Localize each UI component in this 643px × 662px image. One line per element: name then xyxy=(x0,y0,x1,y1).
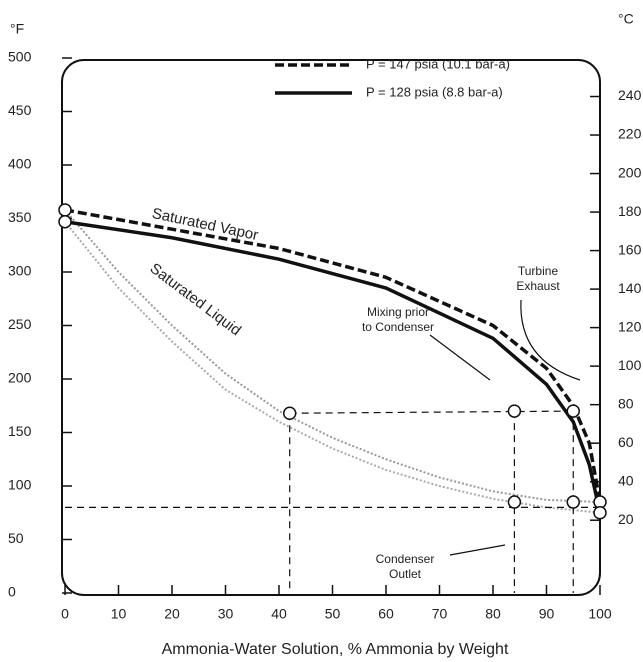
y-tick-label: 200 xyxy=(8,370,32,386)
annotation: Condenser xyxy=(376,552,435,566)
leader-arrow xyxy=(520,299,581,381)
x-tick-label: 20 xyxy=(164,606,180,622)
x-tick-label: 10 xyxy=(111,606,127,622)
y-tick-label: 300 xyxy=(8,263,32,279)
x-tick-label: 90 xyxy=(539,606,555,622)
y2-tick-label: 40 xyxy=(618,472,634,488)
y-tick-label: 450 xyxy=(8,102,32,118)
x-tick-label: 60 xyxy=(378,606,394,622)
y-tick-label: 250 xyxy=(8,316,32,332)
y-tick-label: 400 xyxy=(8,156,32,172)
y-tick-label: 50 xyxy=(8,530,24,546)
y-tick-label: 100 xyxy=(8,477,32,493)
y2-tick-label: 80 xyxy=(618,395,634,411)
y2-tick-label: 120 xyxy=(618,318,642,334)
state-point xyxy=(566,404,580,418)
legend-label: P = 128 psia (8.8 bar-a) xyxy=(366,84,503,99)
y-tick-label: 500 xyxy=(8,49,32,65)
leader-arrow xyxy=(429,334,491,381)
y2-tick-label: 180 xyxy=(618,203,642,219)
y2-tick-label: 100 xyxy=(618,357,642,373)
x-tick-label: 0 xyxy=(61,606,69,622)
y-axis-label: °F xyxy=(10,21,24,37)
leader-arrow xyxy=(449,544,506,556)
y2-tick-label: 160 xyxy=(618,241,642,257)
state-point xyxy=(58,203,72,217)
y2-tick-label: 200 xyxy=(618,164,642,180)
x-axis-title: Ammonia-Water Solution, % Ammonia by Wei… xyxy=(162,641,509,658)
y2-tick-label: 240 xyxy=(618,87,642,103)
x-tick-label: 70 xyxy=(432,606,448,622)
x-tick-label: 80 xyxy=(485,606,501,622)
x-tick-label: 50 xyxy=(325,606,341,622)
y-tick-label: 150 xyxy=(8,423,32,439)
x-tick-label: 100 xyxy=(588,606,612,622)
liquid-curve xyxy=(64,209,601,504)
y2-tick-label: 60 xyxy=(618,434,634,450)
state-point xyxy=(566,495,580,509)
annotation: Exhaust xyxy=(516,279,560,293)
legend-label: P = 147 psia (10.1 bar-a) xyxy=(366,56,510,71)
y-tick-label: 0 xyxy=(8,584,16,600)
state-point xyxy=(282,406,297,420)
annotation: Turbine xyxy=(518,264,559,278)
state-point xyxy=(58,214,72,229)
y2-axis-label: °C xyxy=(618,11,634,27)
y2-tick-label: 220 xyxy=(618,126,642,142)
annotation: Mixing prior xyxy=(367,305,429,319)
y2-tick-label: 140 xyxy=(618,280,642,296)
y2-tick-label: 20 xyxy=(618,511,634,527)
state-point xyxy=(593,506,607,520)
annotation: to Condenser xyxy=(362,320,434,334)
plot-frame xyxy=(61,59,601,596)
state-point xyxy=(507,495,522,509)
y-tick-label: 350 xyxy=(8,209,32,225)
process-line xyxy=(289,410,574,414)
x-tick-label: 30 xyxy=(218,606,234,622)
vapor-curve xyxy=(64,219,602,514)
vapor-curve xyxy=(64,208,602,503)
annotation: Saturated Liquid xyxy=(147,260,244,339)
annotation: Outlet xyxy=(389,567,422,581)
state-point xyxy=(507,404,522,418)
x-tick-label: 40 xyxy=(271,606,287,622)
